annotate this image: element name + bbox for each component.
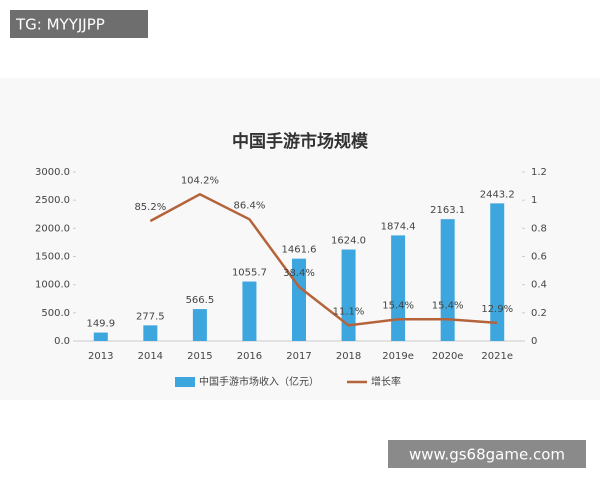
watermark: www.gs68game.com [409, 446, 565, 464]
bar-value-label: 149.9 [86, 319, 115, 330]
bar [242, 281, 257, 341]
y2-tick-label: 0.8 [531, 223, 547, 234]
y2-tick-label: 0 [531, 336, 537, 347]
legend-swatch [175, 377, 195, 387]
x-tick-label: 2018 [336, 351, 361, 362]
growth-line [149, 192, 498, 327]
y2-tick-label: 1.2 [531, 167, 547, 178]
line-value-label: 85.2% [134, 202, 166, 213]
y-tick-label: 500.0 [41, 308, 70, 319]
y-tick-label: 2000.0 [35, 223, 70, 234]
x-tick-label: 2017 [286, 351, 311, 362]
bar [440, 219, 455, 341]
y2-tick-label: 1 [531, 195, 537, 206]
x-tick-label: 2015 [187, 351, 212, 362]
legend-label: 中国手游市场收入（亿元） [199, 375, 319, 388]
y2-tick-label: 0.6 [531, 252, 547, 263]
watermark-box [10, 10, 148, 38]
y-tick-label: 1500.0 [35, 252, 70, 263]
line-value-label: 12.9% [481, 304, 513, 315]
x-tick-label: 2016 [237, 351, 262, 362]
bar [490, 203, 505, 341]
line-value-label: 86.4% [234, 200, 266, 211]
bar [143, 325, 158, 341]
y-tick-label: 3000.0 [35, 167, 70, 178]
line-value-label: 15.4% [382, 300, 414, 311]
watermark-box [388, 440, 586, 468]
legend-label: 增长率 [371, 375, 401, 388]
line-value-label: 104.2% [181, 175, 219, 186]
bar [341, 249, 356, 341]
bar-value-label: 566.5 [186, 295, 215, 306]
y-tick-label: 1000.0 [35, 280, 70, 291]
bar [391, 235, 406, 341]
x-tick-label: 2013 [88, 351, 113, 362]
bar [192, 309, 207, 341]
x-tick-label: 2014 [138, 351, 163, 362]
x-tick-label: 2019e [382, 351, 414, 362]
x-tick-label: 2020e [432, 351, 464, 362]
bar-value-label: 2163.1 [430, 205, 465, 216]
x-tick-label: 2021e [481, 351, 513, 362]
y-tick-label: 2500.0 [35, 195, 70, 206]
bar-value-label: 1624.0 [331, 236, 366, 247]
watermark: TG: MYYJJPP [15, 16, 105, 34]
bar-value-label: 1461.6 [282, 245, 317, 256]
line-value-label: 11.1% [333, 306, 365, 317]
line-value-label: 38.4% [283, 268, 315, 279]
y2-tick-label: 0.2 [531, 308, 547, 319]
bar-value-label: 1874.4 [381, 221, 416, 232]
line-value-label: 15.4% [432, 300, 464, 311]
bar-value-label: 2443.2 [480, 189, 515, 200]
bar-value-label: 1055.7 [232, 268, 267, 279]
bar-value-label: 277.5 [136, 311, 165, 322]
y-tick-label: 0.0 [54, 336, 70, 347]
y2-tick-label: 0.4 [531, 280, 547, 291]
bar [93, 332, 108, 341]
bar [292, 258, 306, 341]
chart-title: 中国手游市场规模 [232, 131, 369, 152]
